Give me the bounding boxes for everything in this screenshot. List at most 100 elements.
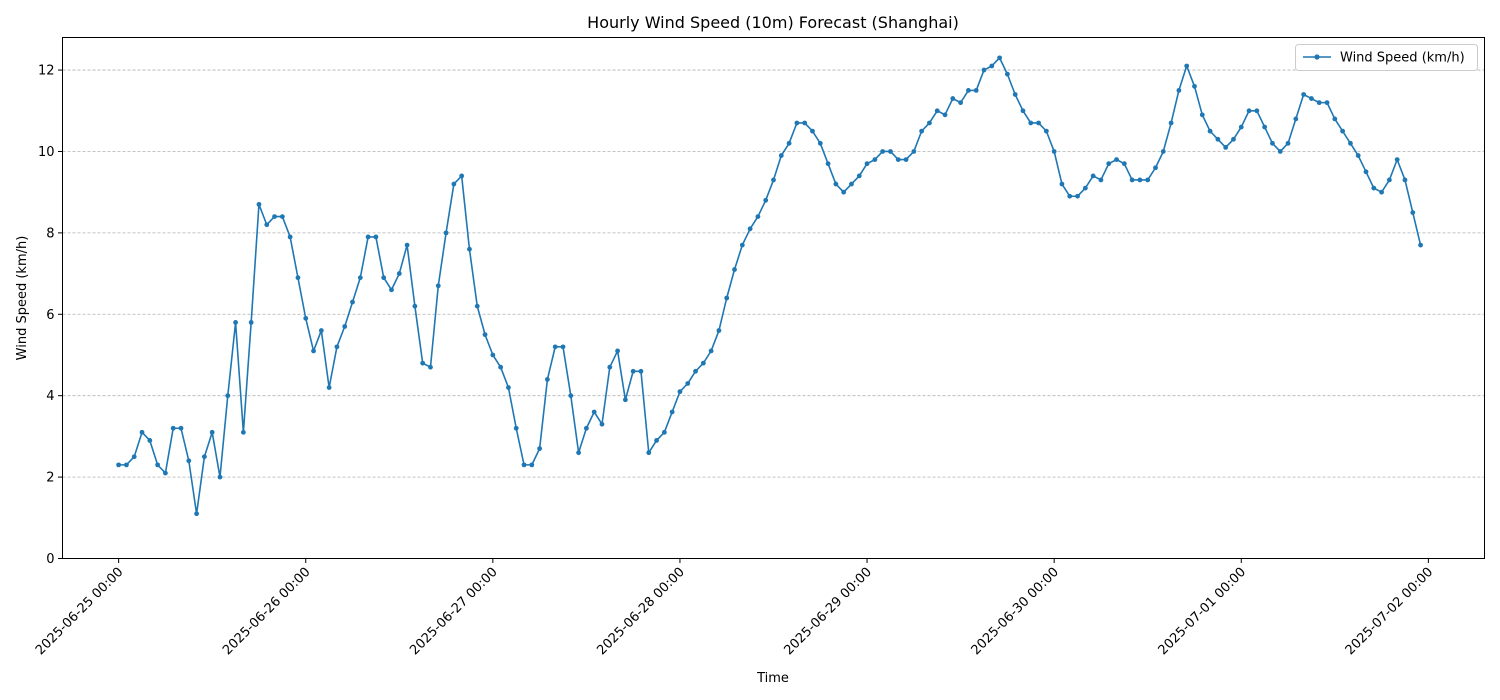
data-point bbox=[1215, 136, 1221, 142]
legend-box bbox=[1295, 44, 1478, 71]
data-point bbox=[724, 295, 730, 301]
data-point bbox=[420, 360, 426, 366]
y-tick-label: 0 bbox=[46, 552, 54, 567]
data-point bbox=[872, 157, 878, 163]
data-point bbox=[147, 438, 153, 443]
data-point bbox=[217, 474, 223, 480]
data-point bbox=[1184, 63, 1190, 69]
data-point bbox=[498, 364, 504, 370]
data-point bbox=[615, 348, 620, 354]
data-point bbox=[630, 368, 636, 374]
data-point bbox=[1418, 242, 1423, 248]
data-point bbox=[1004, 71, 1010, 77]
data-point bbox=[389, 287, 394, 293]
data-point bbox=[248, 320, 254, 325]
data-point bbox=[576, 450, 581, 456]
data-point bbox=[1262, 124, 1268, 130]
data-point bbox=[365, 234, 371, 240]
data-point bbox=[677, 389, 683, 395]
data-point bbox=[739, 242, 745, 248]
data-point bbox=[661, 429, 667, 435]
y-tick-label: 4 bbox=[46, 389, 54, 404]
data-point bbox=[131, 454, 137, 460]
data-point bbox=[1231, 136, 1236, 142]
data-point bbox=[778, 153, 784, 158]
data-point bbox=[1082, 185, 1088, 191]
data-point bbox=[911, 149, 917, 154]
y-tick-label: 6 bbox=[46, 308, 54, 323]
data-point bbox=[1137, 177, 1143, 183]
data-point bbox=[513, 425, 519, 431]
x-axis: 2025-06-25 00:00 2025-06-26 00:00 2025-06-… bbox=[33, 558, 1436, 658]
data-point bbox=[412, 303, 418, 309]
data-point bbox=[1238, 124, 1244, 130]
data-point bbox=[1379, 189, 1384, 195]
data-point bbox=[942, 112, 948, 118]
y-tick-label: 8 bbox=[46, 226, 54, 241]
chart-title: Hourly Wind Speed (10m) Forecast (Shangh… bbox=[587, 13, 959, 32]
data-point bbox=[1075, 193, 1080, 199]
data-point bbox=[201, 454, 207, 460]
data-point bbox=[958, 100, 964, 106]
x-tick-label: 2025-06-29 00:00 bbox=[781, 565, 874, 658]
data-point bbox=[638, 368, 644, 374]
data-point bbox=[950, 96, 956, 101]
data-point bbox=[459, 173, 465, 179]
data-point bbox=[849, 181, 854, 187]
data-point bbox=[303, 315, 309, 321]
data-point bbox=[771, 177, 776, 183]
data-point bbox=[1316, 100, 1322, 106]
grid-lines bbox=[62, 69, 1485, 478]
data-point bbox=[1153, 165, 1158, 171]
data-point bbox=[1324, 100, 1330, 106]
data-point bbox=[841, 189, 847, 195]
data-point bbox=[264, 222, 270, 228]
data-point bbox=[685, 381, 691, 386]
data-point bbox=[716, 328, 722, 333]
data-point bbox=[1036, 120, 1041, 126]
data-point bbox=[240, 429, 246, 435]
data-point bbox=[669, 409, 675, 415]
data-point bbox=[1394, 157, 1400, 163]
data-point bbox=[1371, 185, 1377, 191]
y-axis-label: Wind Speed (km/h) bbox=[15, 236, 30, 361]
data-point bbox=[1332, 116, 1338, 122]
data-point bbox=[474, 303, 480, 309]
data-point bbox=[989, 63, 995, 69]
data-point bbox=[1223, 145, 1229, 150]
data-point bbox=[1270, 140, 1275, 146]
data-point bbox=[537, 446, 543, 451]
data-point bbox=[825, 161, 831, 167]
data-point bbox=[256, 201, 262, 207]
y-axis: 0 2 4 6 8 10 12 bbox=[38, 64, 63, 567]
data-point bbox=[1309, 96, 1314, 101]
data-point bbox=[295, 275, 301, 281]
data-point bbox=[342, 324, 348, 329]
series-layer bbox=[116, 55, 1423, 517]
data-point bbox=[646, 450, 652, 456]
data-point bbox=[1402, 177, 1408, 183]
x-tick-label: 2025-06-30 00:00 bbox=[969, 565, 1062, 658]
data-point bbox=[817, 140, 823, 146]
data-point bbox=[163, 470, 168, 476]
x-tick-label: 2025-06-26 00:00 bbox=[220, 565, 313, 658]
data-point bbox=[919, 128, 925, 134]
x-tick-label: 2025-07-02 00:00 bbox=[1343, 565, 1436, 658]
legend-marker-swatch bbox=[1314, 54, 1320, 60]
data-point bbox=[1192, 83, 1197, 89]
data-point bbox=[568, 393, 574, 399]
data-point bbox=[381, 275, 387, 281]
data-point bbox=[272, 214, 277, 219]
data-point bbox=[1059, 181, 1065, 187]
data-point bbox=[124, 462, 129, 468]
data-point bbox=[654, 438, 659, 443]
data-point bbox=[973, 88, 979, 93]
y-tick-label: 12 bbox=[38, 64, 55, 79]
data-point bbox=[139, 429, 145, 435]
data-point bbox=[1168, 120, 1174, 126]
data-point bbox=[1254, 108, 1260, 114]
data-point bbox=[209, 429, 215, 435]
data-point bbox=[934, 108, 940, 114]
data-point bbox=[1160, 149, 1166, 154]
